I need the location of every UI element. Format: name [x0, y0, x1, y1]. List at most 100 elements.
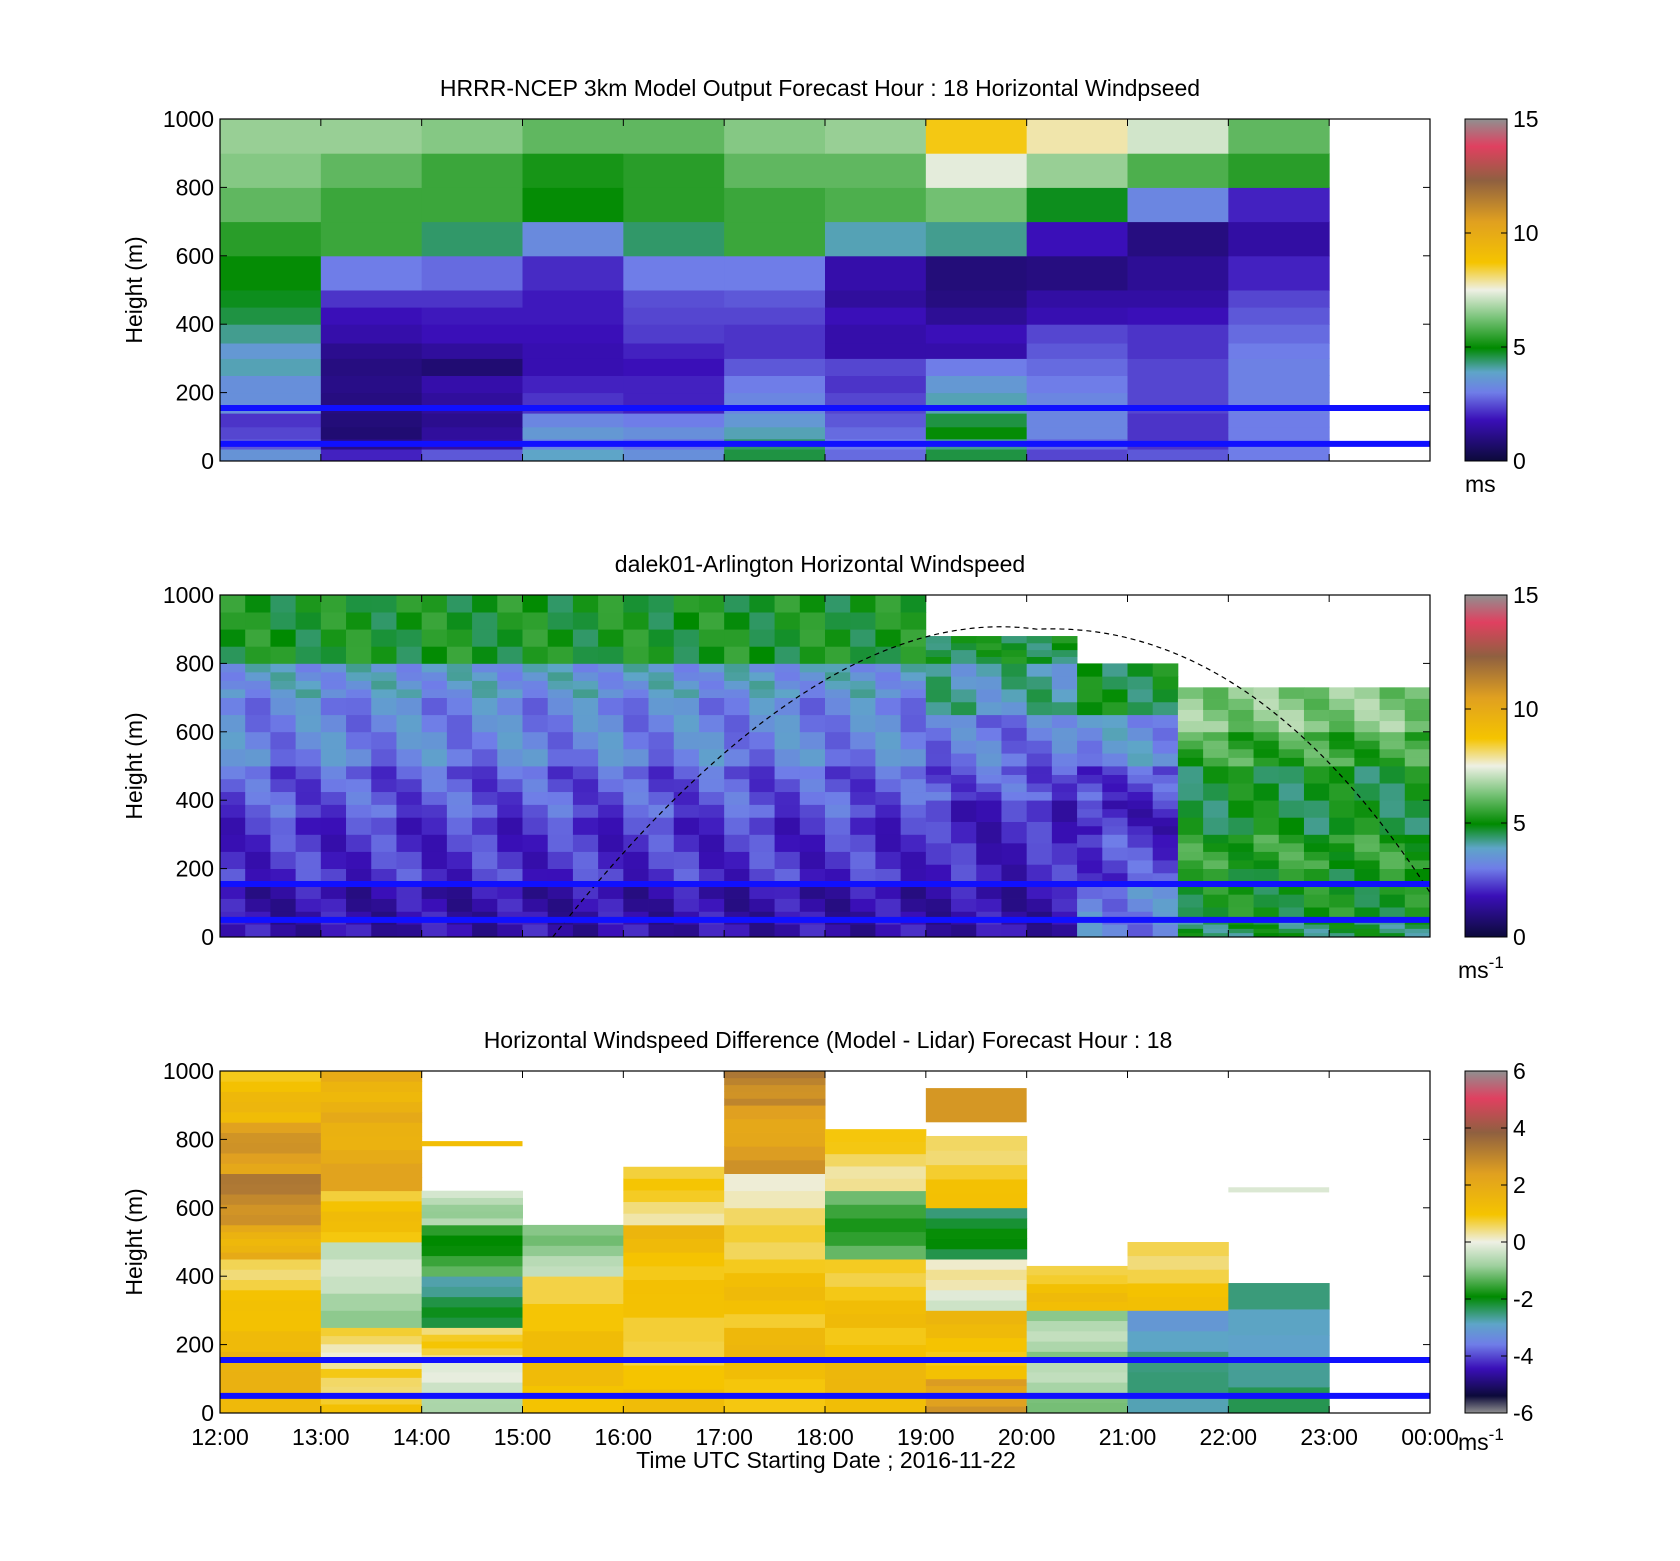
- heatmap-cell: [371, 671, 397, 681]
- heatmap-cell: [925, 1150, 1028, 1166]
- heatmap-cell: [421, 924, 448, 938]
- heatmap-cell: [1026, 290, 1128, 308]
- heatmap-cell: [320, 1386, 423, 1396]
- heatmap-cell: [1051, 842, 1078, 865]
- colorbar-tick-label: 15: [1513, 582, 1539, 608]
- heatmap-cell: [1026, 783, 1053, 793]
- heatmap-cell: [1228, 800, 1254, 818]
- heatmap-cell: [976, 642, 1002, 651]
- heatmap-cell: [1177, 783, 1204, 801]
- heatmap-cell: [1404, 817, 1431, 835]
- x-tick-label: 21:00: [1099, 1424, 1157, 1450]
- heatmap-cell: [799, 834, 826, 852]
- heatmap-cell: [799, 817, 826, 835]
- heatmap-cell: [698, 898, 725, 912]
- heatmap-cell: [1329, 748, 1355, 758]
- heatmap-cell: [925, 656, 952, 664]
- heatmap-cell: [1152, 663, 1179, 677]
- heatmap-cell: [245, 817, 271, 835]
- heatmap-cell: [724, 766, 750, 780]
- heatmap-cell: [1001, 800, 1028, 822]
- heatmap-cell: [1026, 307, 1128, 325]
- heatmap-cell: [220, 663, 246, 673]
- heatmap-cell: [346, 689, 372, 698]
- heatmap-cell: [396, 924, 423, 938]
- heatmap-cell: [572, 689, 599, 698]
- heatmap-cell: [522, 646, 549, 664]
- heatmap-cell: [1026, 791, 1053, 801]
- heatmap-cell: [749, 671, 775, 681]
- heatmap-cell: [598, 817, 624, 835]
- heatmap-cell: [698, 714, 725, 733]
- heatmap-cell: [1303, 860, 1330, 869]
- heatmap-cell: [1077, 774, 1103, 784]
- heatmap-cell: [673, 791, 700, 805]
- heatmap-cell: [446, 804, 473, 818]
- heatmap-cell: [396, 804, 423, 818]
- colorbar-tick-label: 0: [1513, 1229, 1526, 1255]
- heatmap-cell: [1001, 753, 1028, 767]
- heatmap-cell: [1102, 817, 1128, 827]
- heatmap-cell: [825, 924, 851, 938]
- heatmap-cell: [1152, 727, 1179, 741]
- heatmap-cell: [825, 778, 851, 793]
- heatmap-cell: [522, 413, 624, 428]
- heatmap-cell: [925, 663, 952, 677]
- heatmap-cell: [547, 804, 574, 818]
- heatmap-cell: [320, 1368, 423, 1378]
- heatmap-cell: [1026, 358, 1128, 376]
- heatmap-cell: [951, 924, 977, 938]
- heatmap-cell: [220, 1194, 322, 1205]
- heatmap-cell: [673, 697, 700, 716]
- heatmap-cell: [220, 778, 246, 793]
- heatmap-cell: [648, 646, 675, 664]
- heatmap-cell: [623, 153, 725, 188]
- heatmap-cell: [295, 646, 322, 664]
- heatmap-cell: [1354, 860, 1380, 869]
- heatmap-cell: [320, 1395, 423, 1405]
- heatmap-cell: [825, 426, 927, 440]
- heatmap-cell: [623, 804, 649, 818]
- y-tick-label: 200: [176, 380, 214, 406]
- heatmap-cell: [1253, 709, 1280, 722]
- heatmap-cell: [1354, 687, 1380, 699]
- heatmap-cell: [1026, 1361, 1128, 1373]
- heatmap-cell: [724, 885, 750, 899]
- heatmap-cell: [1127, 307, 1229, 325]
- heatmap-cell: [1026, 701, 1053, 716]
- heatmap-cell: [295, 766, 322, 780]
- heatmap-cell: [1303, 766, 1330, 784]
- heatmap-cell: [220, 817, 246, 835]
- heatmap-cell: [1127, 898, 1154, 912]
- heatmap-cell: [1404, 698, 1431, 710]
- panel-1-title: HRRR-NCEP 3km Model Output Forecast Hour…: [440, 75, 1200, 101]
- heatmap-cell: [598, 804, 624, 818]
- heatmap-cell: [522, 834, 549, 852]
- heatmap-cell: [850, 778, 876, 793]
- heatmap-cell: [320, 1327, 423, 1337]
- heatmap-cell: [976, 821, 1002, 844]
- heatmap-cell: [724, 1300, 826, 1315]
- heatmap-cell: [1354, 894, 1380, 908]
- heatmap-cell: [698, 680, 725, 690]
- heatmap-cell: [1379, 757, 1406, 767]
- heatmap-cell: [421, 612, 448, 630]
- heatmap-cell: [371, 629, 397, 647]
- heatmap-cell: [1354, 817, 1380, 835]
- heatmap-cell: [220, 1252, 322, 1260]
- heatmap-cell: [900, 714, 927, 733]
- heatmap-cell: [825, 1313, 927, 1328]
- heatmap-cell: [724, 413, 826, 428]
- heatmap-cell: [1127, 817, 1154, 827]
- heatmap-cell: [925, 783, 952, 793]
- heatmap-cell: [446, 817, 473, 835]
- heatmap-cell: [346, 680, 372, 690]
- heatmap-cell: [1329, 924, 1355, 929]
- heatmap-cell: [1051, 791, 1078, 801]
- heatmap-cell: [421, 1218, 523, 1226]
- x-tick-label: 14:00: [393, 1424, 451, 1450]
- heatmap-cell: [648, 748, 675, 767]
- heatmap-cell: [1278, 932, 1305, 938]
- heatmap-cell: [925, 898, 952, 912]
- heatmap-cell: [648, 663, 675, 673]
